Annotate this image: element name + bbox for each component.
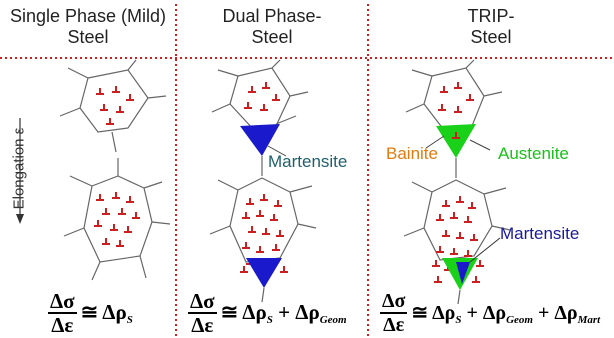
equation-fraction: Δσ Δε [48,290,77,336]
equation-rhs: ≅ ΔρS + ΔρGeom [221,300,347,326]
equation-denominator: Δε [51,313,74,337]
equation-subscript: S [266,314,273,326]
header-line: Steel [251,27,293,47]
equation-subscript: Mart [577,314,601,326]
elongation-arrowhead [16,214,24,224]
equation-term: ≅ Δρ [220,300,267,324]
equation-subscript: Geom [506,314,533,326]
austenite-label: Austenite [498,144,569,163]
trip-grain-top [405,59,503,178]
equation-numerator: Δσ [380,290,408,314]
martensite-island-top [240,124,280,156]
equation-denominator: Δε [191,313,214,337]
header-line: Steel [470,27,512,47]
equation-numerator: Δσ [48,289,77,314]
equation-fraction: Δσ Δε [380,290,408,336]
header-line: TRIP- [467,6,515,26]
equation-rhs: ≅ ΔρS + ΔρGeom + ΔρMart [411,300,600,326]
equation-term: ≅ Δρ [411,302,456,324]
equation-term: + Δρ [461,302,507,324]
trip-grain-bottom [403,179,511,305]
header-line: Single Phase (Mild) [9,6,167,26]
equation-fraction: Δσ Δε [188,290,217,336]
equation-single-phase: Δσ Δε ≅ ΔρS [48,290,133,336]
martensite-label-dual: Martensite [268,152,348,171]
martensite-island-trip [456,262,470,284]
equation-denominator: Δε [383,314,405,336]
equation-subscript: S [455,314,462,326]
header-trip: TRIP- Steel [368,6,614,48]
equation-term: + Δρ [532,302,578,324]
single-phase-grain-top [59,59,167,153]
martensite-label-trip: Martensite [500,224,580,243]
dual-phase-grain-top [211,59,309,176]
equation-subscript: Geom [319,314,347,326]
bainite-label: Bainite [386,144,438,163]
single-phase-grain-bottom [63,158,171,281]
equation-dual-phase: Δσ Δε ≅ ΔρS + ΔρGeom [188,290,347,336]
header-line: Steel [67,27,109,47]
header-single-phase: Single Phase (Mild) Steel [0,6,176,48]
elongation-label: Elongation ε [10,127,28,210]
equation-term: ≅ Δρ [80,300,127,324]
martensite-island-bottom [246,258,282,288]
equation-term: + Δρ [272,300,320,324]
austenite-island-top [436,124,476,158]
equation-subscript: S [126,314,133,326]
dual-phase-grain-bottom [209,177,317,303]
equation-numerator: Δσ [188,289,217,314]
header-dual-phase: Dual Phase- Steel [176,6,368,48]
header-line: Dual Phase- [222,6,322,26]
equation-rhs: ≅ ΔρS [81,300,133,326]
equation-trip: Δσ Δε ≅ ΔρS + ΔρGeom + ΔρMart [380,290,600,336]
